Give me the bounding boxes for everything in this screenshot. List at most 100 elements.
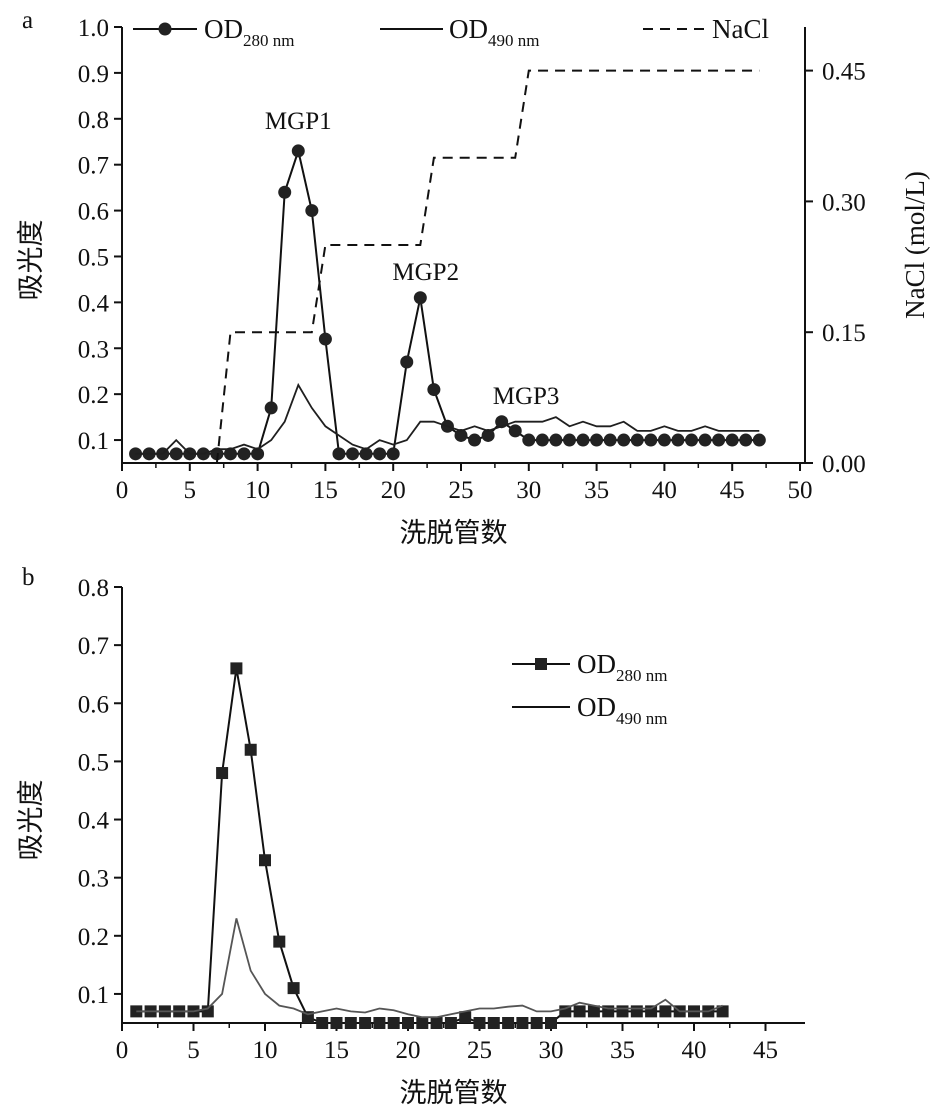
y-tick-label: 0.5 (78, 244, 109, 271)
x-tick-label: 20 (381, 477, 406, 504)
data-point (616, 1005, 629, 1018)
y-tick-label: 0.2 (78, 382, 109, 409)
series-line-2 (215, 69, 760, 464)
data-point (576, 433, 590, 447)
y-tick-label: 0.3 (78, 866, 109, 893)
panel-a-chart: a 0 5 10 15 20 25 30 35 40 45 50 0.1 0.2 0.3 0.4 0.5 0.6 0… (16, 7, 930, 548)
data-point (716, 1005, 729, 1018)
data-point (316, 1017, 329, 1029)
data-point (522, 433, 536, 447)
x-tick-label: 35 (584, 477, 609, 504)
data-point (244, 743, 257, 756)
data-point (291, 144, 305, 158)
data-point (373, 447, 387, 461)
data-point (223, 447, 237, 461)
y-tick-label: 0.3 (78, 336, 109, 363)
data-point (287, 982, 300, 995)
legend-label-od490: OD490 nm (449, 14, 539, 50)
legend-label-od280: OD280 nm (577, 649, 667, 685)
panel-b-chart: b 0 5 10 15 20 25 30 35 40 45 0.1 0.2 0.3 0.4 0.5 0.6 0.7… (16, 564, 805, 1108)
data-point (562, 433, 576, 447)
data-point (346, 447, 360, 461)
x-tick-label: 50 (788, 477, 813, 504)
data-point (416, 1017, 429, 1029)
legend-subscript: 280 nm (616, 666, 667, 685)
y-tick-label: 0.9 (78, 61, 109, 88)
data-point (468, 433, 482, 447)
peak-label: MGP1 (265, 108, 332, 135)
data-point (587, 1005, 600, 1018)
legend-subscript: 490 nm (488, 31, 539, 50)
x-tick-label: 25 (467, 1037, 492, 1064)
data-point (201, 1005, 214, 1018)
y-axis-title: 吸光度 (16, 780, 46, 861)
y-tick-label: 1.0 (78, 15, 109, 42)
data-point (508, 424, 522, 438)
data-point (129, 447, 143, 461)
y2-axis-title: NaCl (mol/L) (900, 171, 930, 319)
data-point (630, 433, 644, 447)
x-tick-label: 15 (313, 477, 338, 504)
x-tick-label: 45 (753, 1037, 778, 1064)
data-point (444, 1017, 457, 1029)
data-point (454, 428, 468, 442)
y-tick-label: 0.5 (78, 749, 109, 776)
data-point (402, 1017, 414, 1029)
data-point (573, 1005, 586, 1018)
data-point (644, 433, 658, 447)
y2-tick-label: 0.45 (822, 59, 866, 86)
x-axis-title: 洗脱管数 (400, 518, 508, 548)
data-point (400, 355, 414, 369)
data-point (216, 767, 229, 780)
data-point (487, 1017, 500, 1029)
data-point (685, 433, 699, 447)
data-point (459, 1011, 472, 1024)
data-point (230, 662, 243, 675)
data-point (264, 401, 278, 415)
data-point (169, 447, 183, 461)
data-point (535, 433, 549, 447)
data-point (712, 433, 726, 447)
x-tick-label: 30 (539, 1037, 564, 1064)
y-tick-label: 0.1 (78, 428, 109, 455)
x-tick-label: 5 (184, 477, 197, 504)
data-point (318, 332, 332, 346)
data-point (359, 1017, 372, 1029)
data-point (549, 433, 563, 447)
series-line-1 (135, 382, 760, 455)
data-point (752, 433, 766, 447)
data-point (630, 1005, 643, 1018)
peak-label: MGP2 (392, 259, 459, 286)
series-line-1 (136, 918, 723, 1019)
peak-label: MGP3 (493, 383, 560, 410)
data-point (530, 1017, 543, 1029)
data-point (330, 1017, 343, 1029)
legend-label-nacl: NaCl (712, 14, 769, 44)
y-tick-label: 0.7 (78, 153, 109, 180)
data-point (545, 1017, 557, 1029)
legend-subscript: 280 nm (243, 31, 294, 50)
x-tick-label: 0 (116, 1037, 129, 1064)
legend-subscript: 490 nm (616, 709, 667, 728)
x-tick-label: 35 (610, 1037, 635, 1064)
data-point (251, 447, 265, 461)
data-point (430, 1017, 443, 1029)
y-axis-title: 吸光度 (16, 220, 46, 301)
data-point (657, 433, 671, 447)
x-tick-label: 30 (516, 477, 541, 504)
data-point (413, 291, 427, 305)
panel-b-letter: b (22, 564, 35, 591)
data-point (671, 433, 685, 447)
data-point (590, 433, 604, 447)
x-tick-label: 40 (682, 1037, 707, 1064)
data-point (259, 854, 271, 867)
data-point (332, 447, 346, 461)
data-point (473, 1017, 486, 1029)
data-point (481, 428, 495, 442)
legend-label-od280: OD280 nm (204, 14, 294, 50)
data-point (603, 433, 617, 447)
data-point (725, 433, 739, 447)
legend-marker-od280 (158, 22, 172, 36)
y-tick-label: 0.8 (78, 107, 109, 134)
